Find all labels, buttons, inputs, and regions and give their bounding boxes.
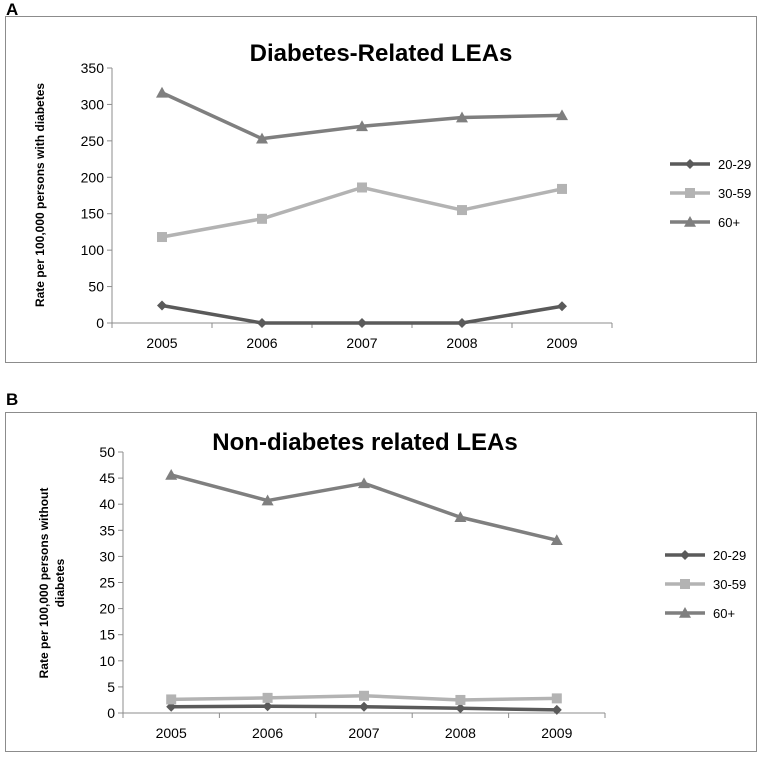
data-point-20-29-2006 xyxy=(257,318,267,328)
legend-label-30-59: 30-59 xyxy=(713,577,746,592)
y-tick-label: 35 xyxy=(99,522,115,538)
data-point-30-59-2008 xyxy=(457,205,467,216)
data-point-60+-2006 xyxy=(256,132,268,144)
y-tick-label: 150 xyxy=(81,206,105,222)
legend-marker-30-59 xyxy=(685,188,695,198)
y-tick-label: 50 xyxy=(99,444,115,460)
y-tick-label: 20 xyxy=(99,601,115,617)
y-tick-label: 0 xyxy=(96,315,104,331)
panel-a-letter: A xyxy=(6,0,19,19)
data-point-60+-2008 xyxy=(454,511,467,523)
data-point-60+-2006 xyxy=(261,494,274,506)
y-tick-label: 350 xyxy=(81,60,105,76)
legend-marker-30-59 xyxy=(680,579,690,589)
data-point-20-29-2007 xyxy=(359,701,369,712)
data-point-30-59-2005 xyxy=(166,694,177,705)
x-tick-label: 2005 xyxy=(146,335,177,351)
panel-a-frame xyxy=(5,16,757,363)
data-point-30-59-2007 xyxy=(357,182,367,193)
data-point-30-59-2006 xyxy=(257,213,267,224)
data-point-30-59-2007 xyxy=(359,690,369,701)
data-point-20-29-2008 xyxy=(457,318,467,328)
legend-label-20-29: 20-29 xyxy=(713,548,746,563)
y-tick-label: 45 xyxy=(99,470,115,486)
y-tick-label: 40 xyxy=(99,496,115,512)
y-tick-label: 100 xyxy=(81,242,105,258)
y-axis-label-line-1: Rate per 100,000 persons without xyxy=(37,488,51,679)
y-tick-label: 25 xyxy=(99,575,115,591)
data-point-60+-2009 xyxy=(550,534,563,546)
data-point-60+-2007 xyxy=(356,120,368,132)
x-tick-label: 2007 xyxy=(348,725,379,741)
y-tick-label: 5 xyxy=(107,679,115,695)
legend-marker-20-29 xyxy=(685,159,695,169)
data-point-60+-2009 xyxy=(556,109,568,121)
legend-label-60+: 60+ xyxy=(718,215,740,230)
x-tick-label: 2007 xyxy=(346,335,377,351)
data-point-20-29-2009 xyxy=(557,301,567,312)
data-point-20-29-2007 xyxy=(357,318,367,328)
data-point-20-29-2009 xyxy=(551,704,562,715)
data-point-20-29-2005 xyxy=(157,300,167,311)
data-point-30-59-2005 xyxy=(157,232,167,243)
y-tick-label: 15 xyxy=(99,627,115,643)
y-axis-label-line-2: diabetes xyxy=(53,558,67,607)
data-point-20-29-2006 xyxy=(262,701,273,712)
legend-label-60+: 60+ xyxy=(713,606,735,621)
y-tick-label: 50 xyxy=(88,279,104,295)
data-point-30-59-2008 xyxy=(455,694,466,705)
x-tick-label: 2009 xyxy=(546,335,577,351)
data-point-20-29-2008 xyxy=(455,703,466,714)
data-point-30-59-2009 xyxy=(557,183,567,194)
x-tick-label: 2006 xyxy=(252,725,283,741)
panel-b-letter: B xyxy=(6,390,19,409)
y-tick-label: 250 xyxy=(81,133,105,149)
legend-marker-20-29 xyxy=(680,550,690,560)
chart-title: Diabetes-Related LEAs xyxy=(250,40,513,67)
y-tick-label: 0 xyxy=(107,705,115,721)
y-axis-label: Rate per 100,000 persons with diabetes xyxy=(33,83,47,307)
y-tick-label: 10 xyxy=(99,653,115,669)
data-point-60+-2005 xyxy=(156,86,168,98)
x-tick-label: 2009 xyxy=(541,725,572,741)
x-tick-label: 2008 xyxy=(445,725,476,741)
x-tick-label: 2008 xyxy=(446,335,477,351)
legend-label-30-59: 30-59 xyxy=(718,186,751,201)
legend-marker-60+ xyxy=(684,216,696,227)
legend-label-20-29: 20-29 xyxy=(718,157,751,172)
chart-title: Non-diabetes related LEAs xyxy=(212,429,517,456)
data-point-30-59-2006 xyxy=(262,692,273,703)
y-tick-label: 200 xyxy=(81,169,105,185)
data-point-60+-2007 xyxy=(358,477,370,489)
legend-marker-60+ xyxy=(679,607,691,618)
y-tick-label: 300 xyxy=(81,96,105,112)
data-point-30-59-2009 xyxy=(551,693,562,704)
x-tick-label: 2005 xyxy=(156,725,187,741)
data-point-60+-2005 xyxy=(165,468,178,480)
data-point-60+-2008 xyxy=(456,111,468,123)
x-tick-label: 2006 xyxy=(246,335,277,351)
y-tick-label: 30 xyxy=(99,548,115,564)
